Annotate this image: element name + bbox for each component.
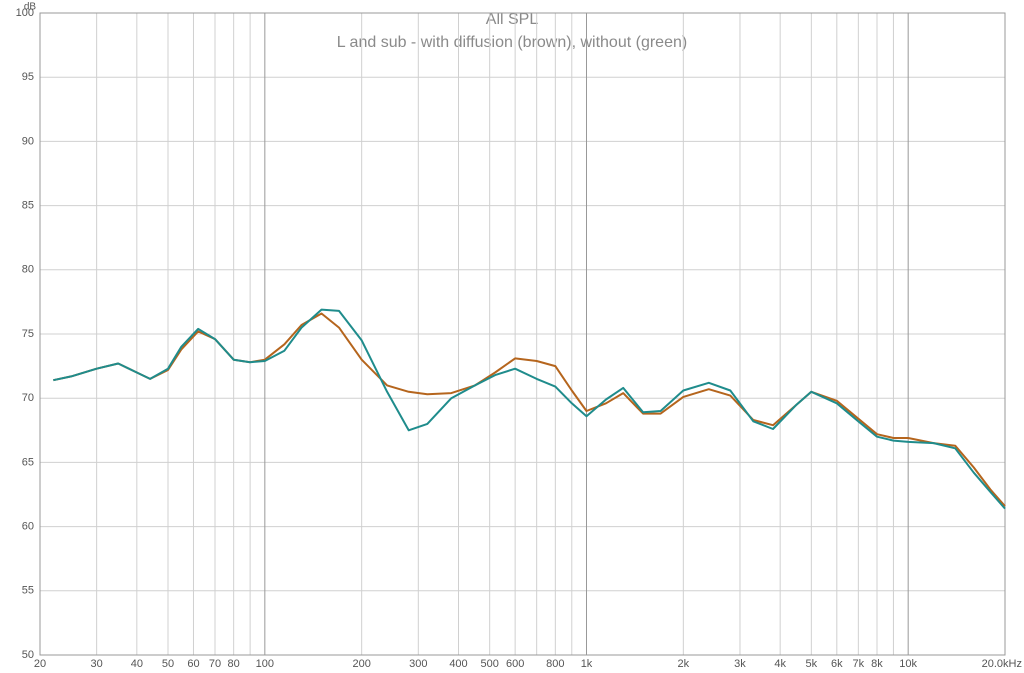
y-tick-label: 85 xyxy=(22,200,34,212)
x-tick-label: 40 xyxy=(131,658,143,670)
y-tick-label: 70 xyxy=(22,392,34,404)
series-line xyxy=(53,312,1006,507)
x-tick-label: 300 xyxy=(409,658,427,670)
x-tick-label: 30 xyxy=(91,658,103,670)
x-tick-label: 70 xyxy=(209,658,221,670)
x-tick-label: 600 xyxy=(506,658,524,670)
x-tick-label: 800 xyxy=(546,658,564,670)
x-tick-label: 3k xyxy=(734,658,746,670)
y-axis-label: dB xyxy=(24,2,37,13)
y-tick-label: 55 xyxy=(22,585,34,597)
x-tick-label: 10k xyxy=(899,658,917,670)
x-tick-label: 6k xyxy=(831,658,843,670)
x-tick-label: 60 xyxy=(187,658,199,670)
x-tick-label: 80 xyxy=(228,658,240,670)
y-tick-label: 80 xyxy=(22,264,34,276)
x-tick-label: 5k xyxy=(806,658,818,670)
y-tick-label: 100 xyxy=(16,7,34,19)
chart-title: All SPL xyxy=(486,11,539,28)
x-tick-label: 4k xyxy=(774,658,786,670)
y-tick-label: 65 xyxy=(22,456,34,468)
chart-subtitle: L and sub - with diffusion (brown), with… xyxy=(337,34,687,51)
y-tick-label: 50 xyxy=(22,649,34,661)
x-tick-label: 400 xyxy=(449,658,467,670)
y-tick-label: 75 xyxy=(22,328,34,340)
x-tick-label: 1k xyxy=(581,658,593,670)
series-line xyxy=(53,308,1006,510)
x-tick-label: 20 xyxy=(34,658,46,670)
y-tick-label: 95 xyxy=(22,71,34,83)
x-tick-label: 50 xyxy=(162,658,174,670)
y-tick-label: 90 xyxy=(22,135,34,147)
x-tick-label: 100 xyxy=(256,658,274,670)
x-tick-label: 20.0kHz xyxy=(982,658,1022,670)
plot-frame xyxy=(39,12,1006,656)
x-tick-label: 8k xyxy=(871,658,883,670)
x-tick-label: 500 xyxy=(480,658,498,670)
x-tick-label: 2k xyxy=(678,658,690,670)
x-tick-label: 200 xyxy=(352,658,370,670)
y-tick-label: 60 xyxy=(22,521,34,533)
x-tick-label: 7k xyxy=(853,658,865,670)
